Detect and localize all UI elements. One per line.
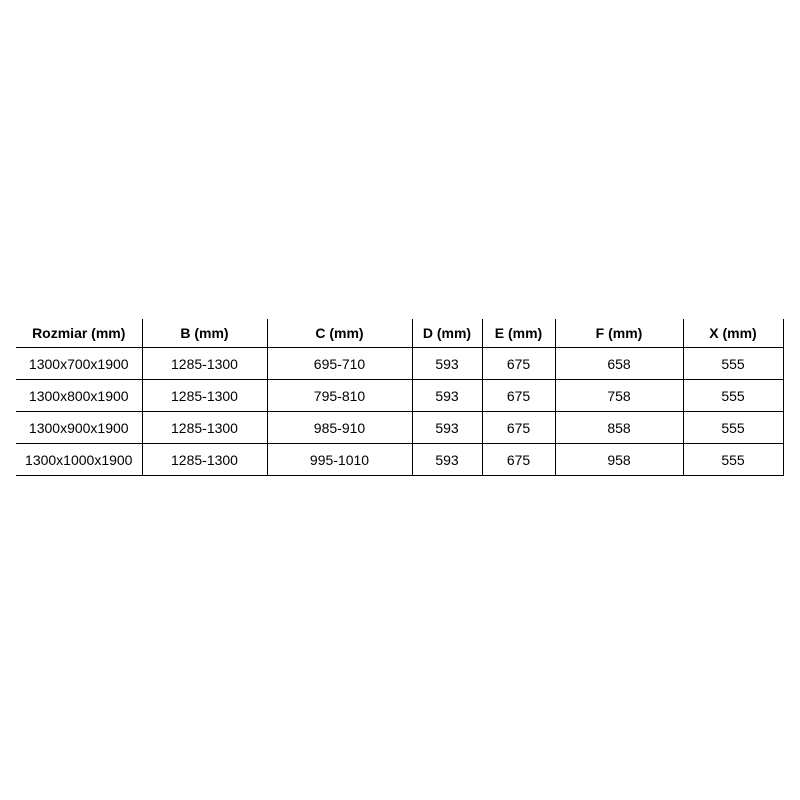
- table-cell: 675: [482, 443, 556, 476]
- table-cell: 1285-1300: [142, 443, 268, 476]
- table-cell: 675: [482, 411, 556, 444]
- table-cell: 593: [412, 443, 483, 476]
- header-row: Rozmiar (mm) B (mm) C (mm) D (mm) E (mm)…: [16, 319, 784, 348]
- table-cell: 985-910: [267, 411, 413, 444]
- table-cell: 1285-1300: [142, 379, 268, 412]
- table-row: 1300x1000x1900 1285-1300 995-1010 593 67…: [16, 443, 784, 476]
- column-header-e: E (mm): [482, 319, 556, 348]
- table-cell: 758: [555, 379, 684, 412]
- table-cell: 1300x900x1900: [16, 411, 143, 444]
- column-header-rozmiar: Rozmiar (mm): [16, 319, 143, 348]
- table-cell: 593: [412, 411, 483, 444]
- column-header-x: X (mm): [683, 319, 784, 348]
- table-cell: 995-1010: [267, 443, 413, 476]
- table-cell: 675: [482, 347, 556, 380]
- dimensions-table: Rozmiar (mm) B (mm) C (mm) D (mm) E (mm)…: [16, 319, 784, 476]
- column-header-f: F (mm): [555, 319, 684, 348]
- column-header-c: C (mm): [267, 319, 413, 348]
- table-cell: 555: [683, 347, 784, 380]
- table-cell: 1285-1300: [142, 411, 268, 444]
- table-row: 1300x800x1900 1285-1300 795-810 593 675 …: [16, 379, 784, 412]
- table-cell: 555: [683, 411, 784, 444]
- table-cell: 555: [683, 379, 784, 412]
- table-cell: 695-710: [267, 347, 413, 380]
- table-cell: 1300x700x1900: [16, 347, 143, 380]
- table-cell: 858: [555, 411, 684, 444]
- table-cell: 658: [555, 347, 684, 380]
- column-header-b: B (mm): [142, 319, 268, 348]
- table-cell: 593: [412, 347, 483, 380]
- table-row: 1300x700x1900 1285-1300 695-710 593 675 …: [16, 347, 784, 380]
- table-cell: 958: [555, 443, 684, 476]
- table-header: Rozmiar (mm) B (mm) C (mm) D (mm) E (mm)…: [16, 319, 784, 348]
- table-cell: 1285-1300: [142, 347, 268, 380]
- table-row: 1300x900x1900 1285-1300 985-910 593 675 …: [16, 411, 784, 444]
- table-cell: 1300x800x1900: [16, 379, 143, 412]
- column-header-d: D (mm): [412, 319, 483, 348]
- table-body: 1300x700x1900 1285-1300 695-710 593 675 …: [16, 347, 784, 476]
- table-cell: 593: [412, 379, 483, 412]
- table-cell: 1300x1000x1900: [16, 443, 143, 476]
- table-cell: 795-810: [267, 379, 413, 412]
- table-cell: 675: [482, 379, 556, 412]
- table-cell: 555: [683, 443, 784, 476]
